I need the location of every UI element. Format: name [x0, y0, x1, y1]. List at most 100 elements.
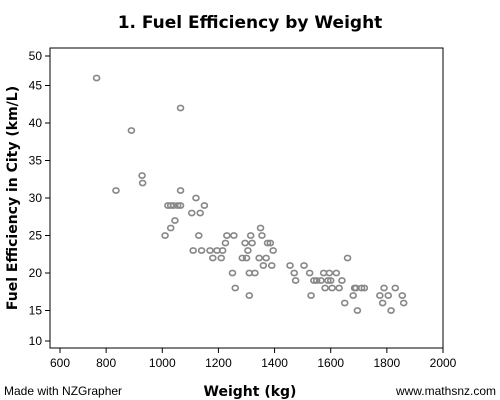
data-point	[378, 299, 387, 307]
data-point	[166, 202, 175, 209]
data-point	[194, 232, 203, 239]
x-tick-label: 600	[50, 356, 70, 370]
data-point	[360, 284, 369, 292]
data-point	[161, 232, 169, 239]
data-point	[206, 247, 214, 254]
data-point	[266, 239, 275, 247]
x-tick-label: 1800	[374, 356, 401, 370]
data-point	[262, 254, 270, 262]
data-point	[259, 262, 268, 269]
data-point	[173, 202, 182, 209]
y-axis: 10 15 20 25 30 35 40 45 50	[29, 49, 50, 348]
data-point	[332, 269, 341, 277]
y-tick-label: 35	[29, 154, 43, 168]
data-point	[218, 247, 227, 254]
x-axis: 600 800 1000 1200 1400 1600 1800 2000	[50, 348, 457, 370]
data-point	[256, 224, 265, 232]
data-point	[176, 202, 185, 209]
data-point	[238, 254, 247, 262]
data-point	[317, 277, 325, 284]
data-point	[217, 254, 226, 262]
y-axis-title: Fuel Efficiency in City (km/L)	[5, 86, 21, 310]
x-tick-label: 2000	[430, 356, 457, 370]
data-point	[255, 254, 263, 262]
data-point	[310, 277, 318, 284]
footer-credit: Made with NZGrapher	[4, 384, 122, 398]
data-point	[192, 194, 200, 202]
data-point	[300, 262, 308, 269]
y-tick-label: 20	[29, 266, 43, 280]
chart-title: 1. Fuel Efficiency by Weight	[118, 13, 383, 33]
x-tick-label: 1400	[261, 356, 288, 370]
data-point	[196, 209, 204, 217]
data-point	[391, 284, 400, 292]
data-point	[231, 284, 240, 292]
data-point	[197, 247, 206, 254]
y-tick-label: 50	[29, 49, 43, 63]
data-point	[376, 292, 384, 299]
data-point	[241, 239, 249, 247]
x-tick-label: 1200	[205, 356, 232, 370]
data-point	[169, 202, 178, 209]
x-tick-label: 1000	[149, 356, 176, 370]
y-tick-label: 25	[29, 229, 43, 243]
data-point	[384, 292, 393, 299]
data-point	[305, 269, 314, 277]
data-point	[171, 217, 179, 224]
data-point	[325, 269, 334, 277]
data-point	[248, 239, 256, 247]
data-point	[251, 269, 259, 277]
data-point	[291, 277, 300, 284]
data-point	[328, 284, 336, 292]
data-point	[127, 127, 136, 134]
data-point	[387, 307, 395, 314]
x-tick-label: 800	[96, 356, 116, 370]
data-point	[357, 284, 366, 292]
data-point	[187, 209, 196, 217]
data-point	[176, 187, 185, 194]
data-point	[138, 172, 146, 179]
data-points	[92, 74, 408, 314]
data-point	[92, 74, 101, 82]
data-point	[338, 277, 346, 284]
data-point	[242, 254, 251, 262]
data-point	[324, 277, 332, 284]
y-tick-label: 10	[29, 334, 43, 348]
data-point	[258, 232, 266, 239]
data-point	[221, 239, 230, 247]
plot-area	[49, 47, 444, 349]
data-point	[335, 284, 343, 292]
data-point	[380, 284, 388, 292]
y-tick-label: 15	[29, 304, 43, 318]
data-point	[340, 299, 349, 307]
data-point	[269, 247, 277, 254]
data-point	[244, 247, 252, 254]
data-point	[286, 262, 294, 269]
footer-website: www.mathsnz.com	[395, 384, 496, 398]
data-point	[230, 232, 238, 239]
data-point	[353, 307, 362, 314]
data-point	[349, 292, 357, 299]
data-point	[223, 232, 231, 239]
y-tick-label: 40	[29, 116, 43, 130]
data-point	[290, 269, 299, 277]
data-point	[245, 292, 254, 299]
data-point	[312, 277, 321, 284]
data-point	[343, 254, 352, 262]
y-tick-label: 45	[29, 79, 43, 93]
data-point	[399, 299, 408, 307]
data-point	[189, 247, 197, 254]
data-point	[166, 224, 175, 232]
data-point	[200, 202, 209, 209]
data-point	[138, 179, 147, 187]
x-tick-label: 1600	[317, 356, 344, 370]
data-point	[246, 232, 255, 239]
data-point	[307, 292, 315, 299]
data-point	[209, 254, 217, 262]
data-point	[321, 284, 329, 292]
data-point	[398, 292, 407, 299]
data-point	[263, 239, 272, 247]
data-point	[176, 104, 185, 112]
data-point	[326, 277, 335, 284]
